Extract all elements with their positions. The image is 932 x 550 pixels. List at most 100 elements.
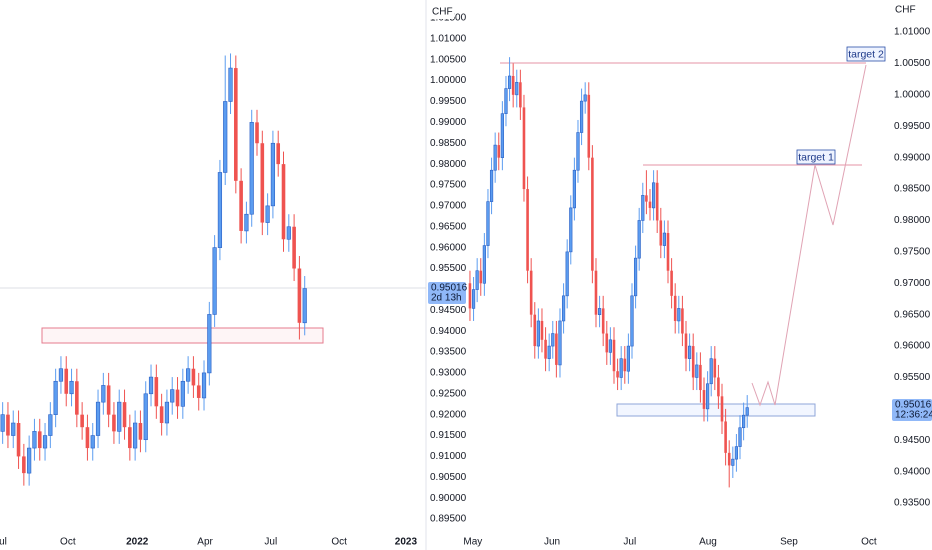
candle-body xyxy=(80,414,84,428)
candle-body xyxy=(681,308,684,334)
candle-body xyxy=(565,251,569,297)
y-tick-label: 0.96000 xyxy=(894,341,931,352)
x-tick-label: ul xyxy=(0,537,7,548)
y-tick-label: 0.96500 xyxy=(430,221,467,232)
price-countdown: 2d 13h xyxy=(431,293,462,304)
candle-body xyxy=(249,122,254,215)
candle-body xyxy=(648,201,652,208)
y-tick-label: 0.92000 xyxy=(430,409,467,420)
y-tick-label: 0.92500 xyxy=(430,388,467,399)
candle-body xyxy=(133,422,138,449)
candle-body xyxy=(597,308,602,315)
y-tick-label: 1.00500 xyxy=(894,58,931,69)
y-tick-label: 0.93500 xyxy=(430,347,467,358)
candle-body xyxy=(58,368,64,382)
candle-body xyxy=(738,427,742,447)
y-tick-label: 1.00000 xyxy=(894,89,931,100)
candle-body xyxy=(540,320,544,340)
candle-body xyxy=(6,414,10,436)
candle-body xyxy=(655,182,659,221)
candle-body xyxy=(533,314,537,347)
candle-body xyxy=(101,385,106,403)
y-tick-label: 0.90000 xyxy=(430,493,467,504)
price-countdown: 12:36:24 xyxy=(895,410,932,421)
candle-body xyxy=(507,75,512,89)
candle-body xyxy=(691,346,695,378)
candle-body xyxy=(662,232,666,246)
candle-body xyxy=(522,107,526,190)
candle-body xyxy=(699,364,702,391)
candle-body xyxy=(561,295,566,322)
candle-body xyxy=(48,414,53,436)
candle-body xyxy=(159,406,164,424)
candle-body xyxy=(734,446,739,460)
candle-body xyxy=(479,270,483,284)
candle-body xyxy=(95,401,101,436)
candle-body xyxy=(651,182,656,209)
candle-body xyxy=(659,220,663,246)
candle-body xyxy=(713,358,717,378)
candle-body xyxy=(180,380,185,407)
y-tick-label: 0.91500 xyxy=(430,430,467,441)
candle-body xyxy=(544,339,547,359)
x-tick-label: 2022 xyxy=(126,537,149,548)
candle-body xyxy=(724,421,727,453)
candle-body xyxy=(720,396,724,422)
candle-body xyxy=(53,380,58,415)
candle-body xyxy=(551,333,555,347)
candle-body xyxy=(482,245,486,284)
y-tick-label: 0.97000 xyxy=(430,201,467,212)
y-tick-label: 0.99000 xyxy=(430,117,467,128)
x-tick-label: Oct xyxy=(60,537,76,548)
candle-body xyxy=(731,458,735,466)
candle-body xyxy=(511,76,515,95)
y-tick-label: 0.98000 xyxy=(894,215,931,226)
candle-body xyxy=(555,333,558,365)
candle-body xyxy=(486,201,490,246)
y-tick-label: 0.94000 xyxy=(430,326,467,337)
candle-body xyxy=(138,423,143,440)
candle-body xyxy=(32,431,37,449)
y-tick-label: 1.01000 xyxy=(430,33,467,44)
price-tag-box xyxy=(892,399,932,421)
candle-body xyxy=(239,180,243,231)
candle-body xyxy=(117,401,122,432)
candle-body xyxy=(11,422,16,436)
candle-body xyxy=(292,226,296,269)
candle-body xyxy=(709,358,713,385)
annotation: target 1 xyxy=(798,151,834,163)
candle-body xyxy=(493,144,497,171)
x-tick-label: Jul xyxy=(623,537,636,548)
candle-body xyxy=(688,345,692,359)
candle-body xyxy=(645,195,648,202)
candle-body xyxy=(244,213,249,232)
candle-body xyxy=(471,289,476,309)
candle-body xyxy=(666,233,670,271)
x-tick-label: Apr xyxy=(197,537,213,548)
candle-body xyxy=(633,257,638,297)
x-tick-label: Oct xyxy=(861,537,877,548)
y-tick-label: 0.94500 xyxy=(894,435,931,446)
annotation-group: target 2 target 1 xyxy=(796,46,886,165)
annotation: target 2 xyxy=(848,48,884,60)
candle-body xyxy=(217,172,223,248)
candle-body xyxy=(212,247,217,315)
candle-body xyxy=(122,402,127,428)
candle-body xyxy=(677,308,681,322)
candle-body xyxy=(270,142,276,207)
y-tick-label: 0.96000 xyxy=(430,242,467,253)
candle-body xyxy=(717,377,720,397)
candle-body xyxy=(186,368,191,382)
candle-body xyxy=(616,371,619,378)
candle-body xyxy=(260,143,265,223)
candle-body xyxy=(515,81,519,96)
candle-body xyxy=(196,385,201,398)
candle-body xyxy=(154,377,159,407)
y-tick-label: 0.98000 xyxy=(430,159,467,170)
candle-body xyxy=(619,358,623,378)
y-tick-label: 0.93000 xyxy=(430,368,467,379)
y-tick-label: 1.00500 xyxy=(430,54,467,65)
candle-body xyxy=(302,288,307,324)
